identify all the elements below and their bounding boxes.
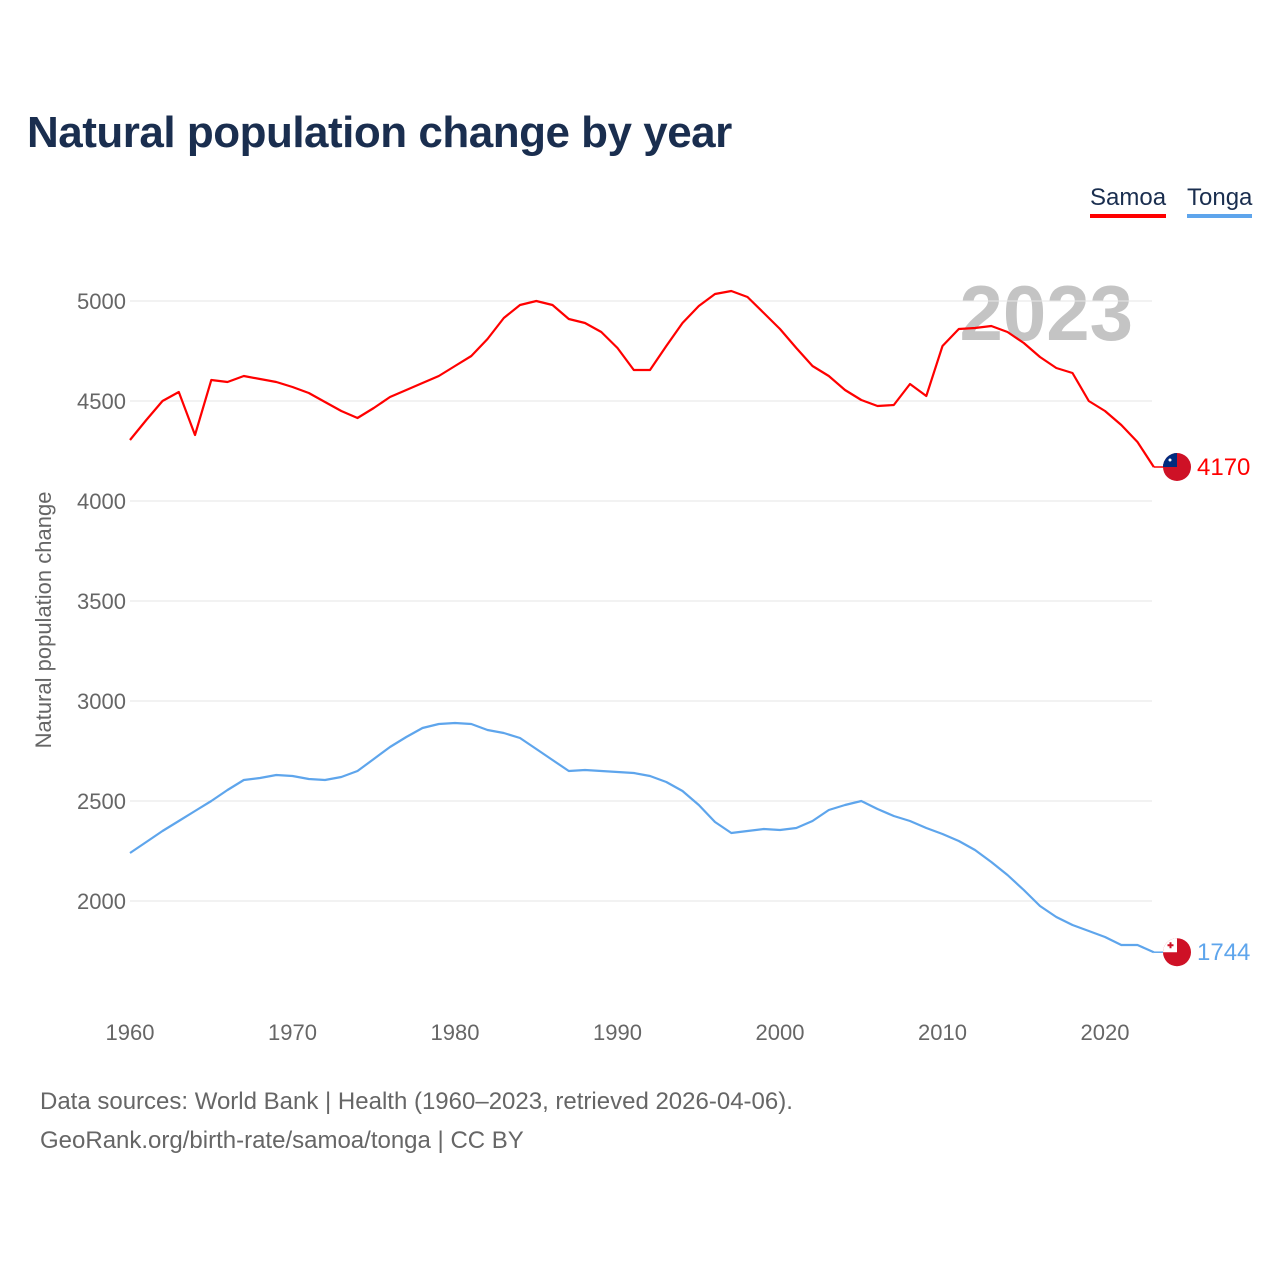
x-tick-label: 1990	[593, 1020, 642, 1045]
y-tick-label: 2000	[77, 889, 126, 914]
legend-tonga[interactable]: Tonga	[1187, 184, 1253, 218]
y-tick-label: 3500	[77, 589, 126, 614]
legend-samoa[interactable]: Samoa	[1090, 184, 1167, 218]
year-watermark: 2023	[959, 269, 1133, 357]
y-axis-title: Natural population change	[31, 492, 56, 749]
y-tick-label: 5000	[77, 289, 126, 314]
end-value-label: 4170	[1197, 454, 1250, 481]
x-tick-label: 2020	[1081, 1020, 1130, 1045]
footer-link[interactable]: GeoRank.org/birth-rate/samoa/tonga | CC …	[40, 1127, 524, 1154]
y-tick-label: 2500	[77, 789, 126, 814]
footer-sources: Data sources: World Bank | Health (1960–…	[40, 1088, 793, 1115]
x-tick-label: 1960	[106, 1020, 155, 1045]
y-tick-label: 3000	[77, 689, 126, 714]
end-value-label: 1744	[1197, 939, 1250, 966]
x-tick-label: 1980	[431, 1020, 480, 1045]
x-tick-label: 2000	[756, 1020, 805, 1045]
tonga-cross-icon	[1167, 942, 1174, 949]
x-tick-label: 1970	[268, 1020, 317, 1045]
y-tick-label: 4500	[77, 389, 126, 414]
series-line-tonga	[129, 721, 1155, 954]
x-tick-label: 2010	[918, 1020, 967, 1045]
y-tick-label: 4000	[77, 489, 126, 514]
samoa-star-icon	[1168, 458, 1172, 462]
series-line-samoa	[129, 289, 1155, 468]
chart-title: Natural population change by year	[27, 108, 732, 157]
